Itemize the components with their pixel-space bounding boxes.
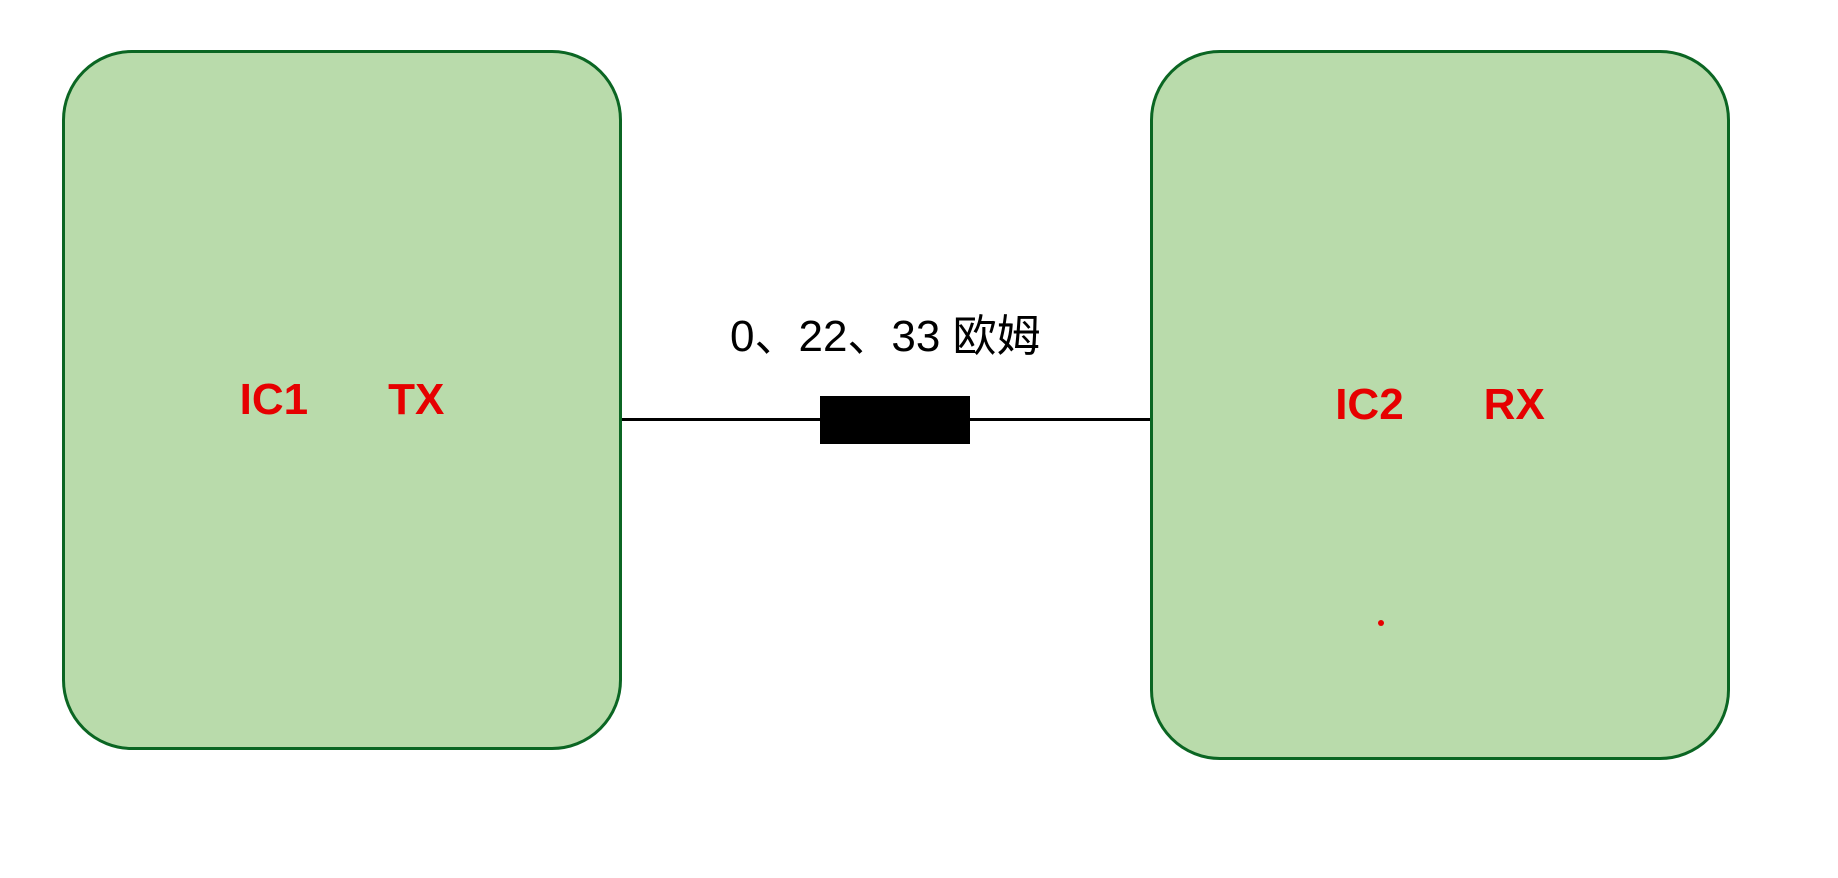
series-resistor	[820, 396, 970, 444]
ic2-box: IC2 RX	[1150, 50, 1730, 760]
tx-label: TX	[388, 375, 444, 425]
ic1-label: IC1	[240, 375, 308, 425]
resistor-value-label: 0、22、33 欧姆	[730, 300, 1041, 364]
wire-right	[970, 418, 1150, 421]
ic1-box: IC1 TX	[62, 50, 622, 750]
wire-left	[622, 418, 820, 421]
red-dot-icon	[1378, 620, 1384, 626]
ic2-label: IC2	[1335, 380, 1403, 430]
rx-label: RX	[1484, 380, 1545, 430]
